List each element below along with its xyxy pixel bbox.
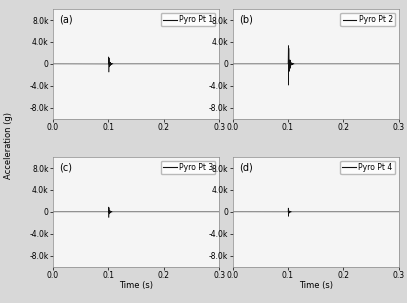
Legend: Pyro Pt 3: Pyro Pt 3 [160, 161, 215, 175]
Legend: Pyro Pt 1: Pyro Pt 1 [161, 13, 215, 26]
Text: (b): (b) [239, 15, 253, 25]
Text: (d): (d) [239, 162, 253, 172]
X-axis label: Time (s): Time (s) [119, 281, 153, 290]
Text: (a): (a) [59, 15, 73, 25]
Legend: Pyro Pt 2: Pyro Pt 2 [340, 13, 395, 26]
Text: Acceleration (g): Acceleration (g) [4, 112, 13, 179]
X-axis label: Time (s): Time (s) [299, 281, 333, 290]
Legend: Pyro Pt 4: Pyro Pt 4 [340, 161, 395, 175]
Text: (c): (c) [59, 162, 72, 172]
